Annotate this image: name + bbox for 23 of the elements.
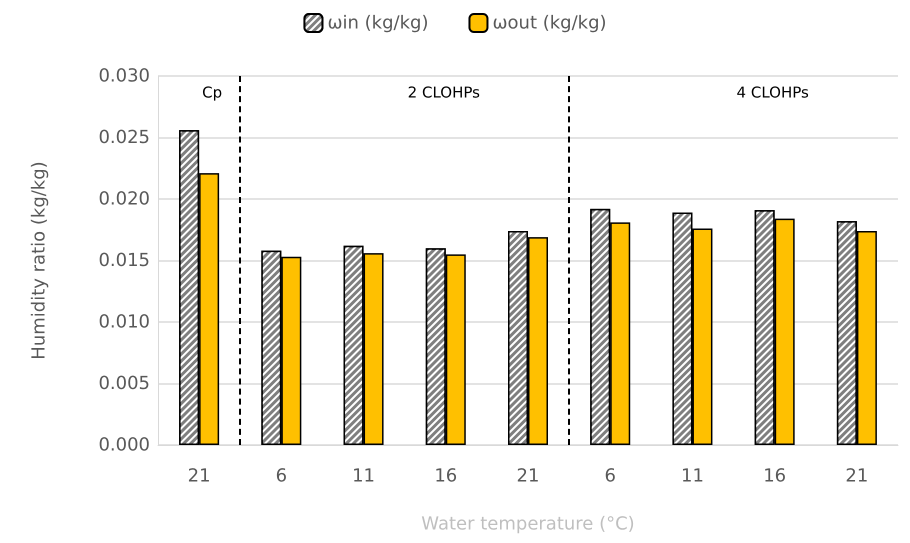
x-tick-label: 11 [352,466,376,486]
y-tick-label: 0.005 [98,373,150,394]
annotation: Cp [202,84,222,102]
y-tick-label: 0.015 [98,250,150,271]
y-tick-label: 0.000 [98,434,150,456]
legend-label: ωin (kg/kg) [327,12,428,34]
x-tick-label: 21 [188,466,211,486]
x-tick-label: 16 [434,466,458,486]
x-tick-label: 21 [845,466,868,486]
y-tick-label: 0.020 [98,188,150,210]
y-tick-label: 0.030 [98,66,150,86]
x-axis-title: Water temperature (°C) [421,514,635,534]
x-tick-label: 6 [604,466,616,486]
legend-label: ωout (kg/kg) [492,12,607,34]
x-tick-label: 11 [680,466,704,486]
annotation: 4 CLOHPs [736,84,810,102]
y-tick-label: 0.010 [98,312,150,332]
y-tick-label: 0.025 [98,127,150,148]
x-tick-label: 16 [763,466,786,486]
y-axis-title: Humidity ratio (kg/kg) [28,161,50,360]
x-tick-label: 6 [276,466,288,486]
x-tick-label: 21 [516,466,540,486]
annotation: 2 CLOHPs [408,84,480,102]
